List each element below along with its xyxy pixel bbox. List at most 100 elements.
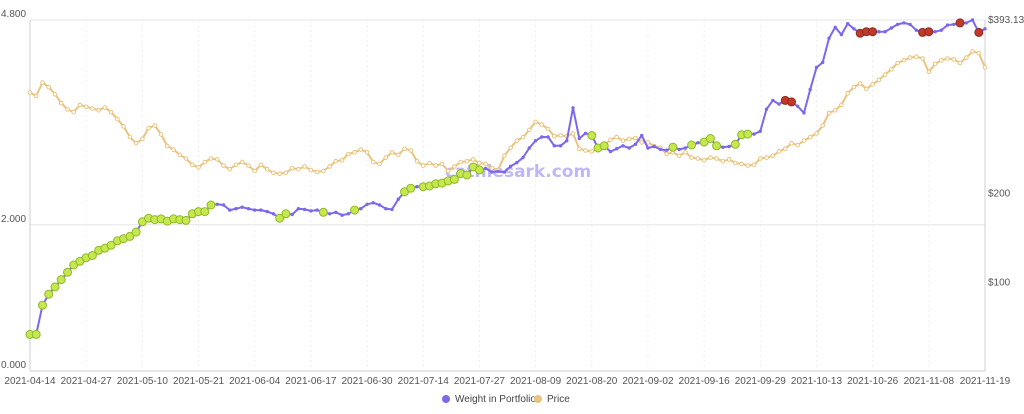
price-point (402, 146, 407, 151)
price-point (202, 159, 208, 165)
price-point (695, 156, 701, 161)
legend[interactable]: Weight in Portfolio Price (442, 394, 570, 405)
x-tick-label: 2021-05-21 (173, 376, 225, 387)
buy-marker (87, 251, 97, 260)
price-point (196, 165, 201, 170)
weight-point (758, 129, 762, 133)
price-point (620, 138, 626, 143)
weight-point (846, 22, 850, 26)
trade-markers (25, 18, 984, 339)
price-point (108, 109, 114, 115)
price-point (396, 152, 401, 158)
weight-point (802, 111, 806, 115)
price-point (364, 150, 370, 155)
weight-point (508, 164, 513, 169)
price-point (40, 80, 45, 85)
x-tick-label: 2021-06-30 (341, 376, 393, 387)
price-point (233, 162, 239, 168)
weight-point (221, 203, 226, 207)
price-point (46, 84, 52, 90)
price-point (939, 58, 944, 63)
price-point (377, 161, 382, 167)
x-tick-label: 2021-05-10 (117, 376, 169, 387)
sell-marker (868, 27, 878, 37)
price-point (851, 84, 857, 90)
price-point (839, 102, 844, 108)
buy-marker (200, 207, 210, 217)
legend-label-weight[interactable]: Weight in Portfolio (455, 394, 536, 405)
weight-point (484, 166, 488, 171)
weight-point (253, 208, 257, 212)
weight-line (30, 19, 986, 336)
price-point (352, 150, 357, 155)
weight-point (265, 209, 269, 214)
weight-point (683, 146, 688, 150)
price-point (801, 138, 807, 143)
price-point (514, 138, 520, 143)
x-tick-label: 2021-07-27 (454, 376, 506, 387)
price-point (96, 108, 101, 113)
price-point (826, 110, 832, 116)
weight-point (577, 136, 581, 141)
weight-point (271, 212, 276, 216)
weight-point (764, 107, 769, 111)
left-tick-label: 0.000 (1, 360, 26, 371)
weight-point (521, 155, 525, 160)
weight-point (296, 207, 301, 211)
price-point (33, 93, 39, 99)
x-tick-label: 2021-04-27 (61, 376, 113, 387)
weight-point (309, 209, 313, 213)
price-point (427, 160, 432, 166)
right-tick-label: $100 (988, 278, 1011, 289)
x-tick-label: 2021-09-02 (622, 376, 674, 387)
price-point (477, 160, 482, 166)
price-point (414, 158, 420, 164)
left-tick-label: 4.800 (1, 9, 26, 20)
price-point (470, 157, 476, 162)
price-point (221, 163, 226, 168)
price-point (558, 133, 563, 138)
weight-point (515, 160, 519, 165)
buy-marker (406, 183, 416, 193)
weight-point (964, 21, 968, 25)
price-point (258, 162, 264, 168)
weight-point (240, 205, 244, 209)
weight-point (228, 208, 232, 212)
weight-point (259, 208, 263, 212)
price-point (807, 134, 813, 140)
price-point (252, 168, 257, 174)
price-point (283, 170, 289, 176)
weight-point (908, 22, 912, 27)
price-point (783, 146, 788, 151)
weight-point (771, 98, 775, 103)
legend-swatch-weight (442, 395, 450, 403)
price-point (583, 148, 588, 153)
price-point (239, 159, 245, 165)
price-point (246, 163, 251, 168)
price-point (371, 159, 376, 165)
legend-label-price[interactable]: Price (547, 394, 570, 405)
price-point (177, 152, 183, 158)
weight-point (390, 207, 394, 212)
price-point (152, 123, 158, 128)
price-point (83, 104, 89, 109)
price-point (121, 124, 126, 129)
price-point (445, 168, 451, 174)
buy-marker (462, 170, 472, 180)
price-point (758, 156, 763, 161)
weight-point (371, 201, 375, 205)
weight-point (877, 30, 881, 34)
weight-point (583, 131, 588, 136)
price-point (102, 105, 108, 110)
weight-point (384, 207, 388, 211)
price-point (77, 102, 83, 108)
price-point (857, 81, 863, 86)
price-point (932, 61, 938, 67)
price-point (614, 134, 620, 140)
weight-point (246, 207, 251, 211)
weight-point (827, 36, 831, 40)
price-point (789, 141, 794, 146)
price-point (720, 158, 726, 164)
weight-point (302, 207, 307, 212)
x-tick-label: 2021-10-13 (791, 376, 843, 387)
